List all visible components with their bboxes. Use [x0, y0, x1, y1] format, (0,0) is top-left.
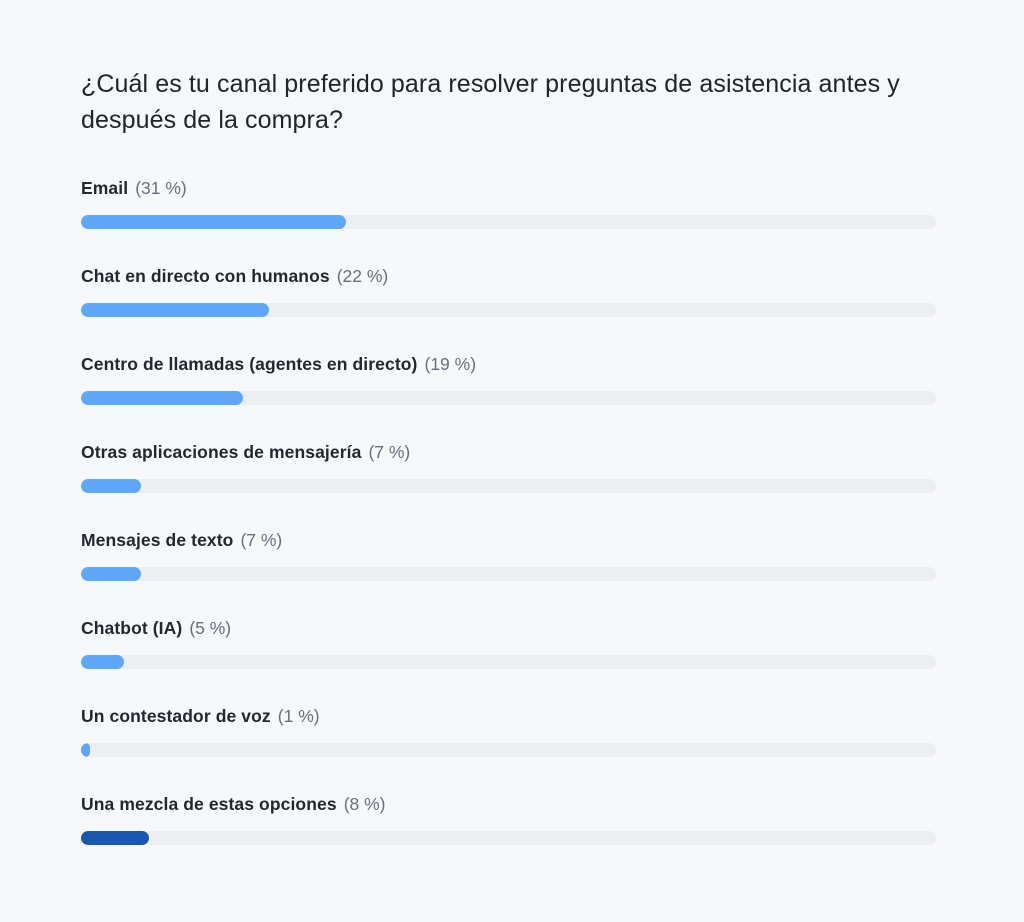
chart-title: ¿Cuál es tu canal preferido para resolve… — [81, 70, 900, 134]
bar-row: Un contestador de voz (1 %) — [81, 706, 936, 757]
bar-label-line: Mensajes de texto (7 %) — [81, 530, 936, 551]
bar-label-line: Chatbot (IA) (5 %) — [81, 618, 936, 639]
bar-fill — [81, 655, 124, 669]
bar-track — [81, 567, 936, 581]
bar-row: Otras aplicaciones de mensajería (7 %) — [81, 442, 936, 493]
bar-category-label: Chatbot (IA) — [81, 618, 183, 638]
bar-label-line: Email (31 %) — [81, 178, 936, 199]
bar-track — [81, 479, 936, 493]
bar-label-line: Otras aplicaciones de mensajería (7 %) — [81, 442, 936, 463]
bar-category-label: Mensajes de texto — [81, 530, 234, 550]
bar-track — [81, 831, 936, 845]
bar-label-line: Chat en directo con humanos (22 %) — [81, 266, 936, 287]
bar-category-label: Otras aplicaciones de mensajería — [81, 442, 362, 462]
bar-label-line: Una mezcla de estas opciones (8 %) — [81, 794, 936, 815]
bar-percent-label: (7 %) — [368, 442, 411, 462]
bar-row: Email (31 %) — [81, 178, 936, 229]
bar-fill — [81, 391, 244, 405]
bar-percent-label: (7 %) — [240, 530, 283, 550]
bar-fill — [81, 215, 347, 229]
bar-row: Una mezcla de estas opciones (8 %) — [81, 794, 936, 845]
bar-percent-label: (1 %) — [277, 706, 320, 726]
bar-category-label: Email — [81, 178, 129, 198]
bar-percent-label: (19 %) — [424, 354, 477, 374]
bar-label-line: Un contestador de voz (1 %) — [81, 706, 936, 727]
bar-category-label: Centro de llamadas (agentes en directo) — [81, 354, 418, 374]
bar-fill — [81, 567, 141, 581]
bar-category-label: Chat en directo con humanos — [81, 266, 330, 286]
bar-percent-label: (22 %) — [336, 266, 389, 286]
bar-track — [81, 391, 936, 405]
bar-fill-highlighted — [81, 831, 150, 845]
bar-percent-label: (5 %) — [189, 618, 232, 638]
bar-row: Mensajes de texto (7 %) — [81, 530, 936, 581]
bar-percent-label: (31 %) — [135, 178, 187, 198]
bar-fill — [81, 303, 270, 317]
bar-row: Centro de llamadas (agentes en directo) (… — [81, 354, 936, 405]
bar-row: Chatbot (IA) (5 %) — [81, 618, 936, 669]
bar-rows: Email (31 %) Chat en directo con humanos (2… — [81, 178, 936, 845]
bar-track — [81, 303, 936, 317]
bar-percent-label: (8 %) — [343, 794, 386, 814]
bar-track — [81, 215, 936, 229]
bar-category-label: Un contestador de voz — [81, 706, 271, 726]
bar-fill — [81, 479, 141, 493]
bar-track — [81, 743, 936, 757]
bar-category-label: Una mezcla de estas opciones — [81, 794, 337, 814]
bar-track — [81, 655, 936, 669]
bar-fill — [81, 743, 90, 757]
bar-row: Chat en directo con humanos (22 %) — [81, 266, 936, 317]
bar-label-line: Centro de llamadas (agentes en directo) (… — [81, 354, 936, 375]
